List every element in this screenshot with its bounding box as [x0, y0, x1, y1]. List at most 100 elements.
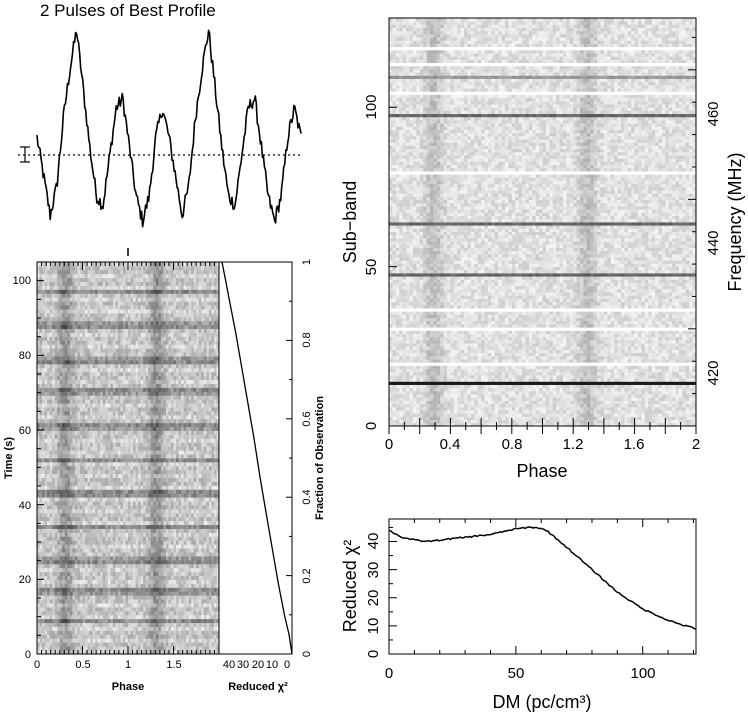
heat-cell — [47, 563, 51, 569]
heat-cell — [211, 599, 215, 604]
heat-cell — [115, 638, 119, 643]
heat-cell — [72, 603, 76, 608]
heat-cell — [138, 450, 142, 455]
heat-cell — [95, 465, 99, 471]
heat-cell — [140, 501, 144, 506]
heat-cell — [201, 489, 205, 494]
heat-cell — [135, 552, 139, 557]
heat-cell — [160, 438, 164, 443]
heat-cell — [85, 626, 88, 631]
heat-cell — [39, 528, 43, 533]
heat-cell — [110, 505, 114, 510]
heat-cell — [120, 387, 124, 392]
heat-cell — [173, 532, 177, 537]
heat-cell — [201, 563, 205, 569]
heat-cell — [87, 383, 91, 388]
heat-cell — [150, 559, 154, 565]
heat-cell — [198, 528, 202, 533]
heat-cell — [165, 622, 169, 627]
heat-cell — [97, 493, 101, 498]
heat-cell — [140, 583, 144, 588]
heat-cell — [216, 579, 220, 584]
heat-cell — [186, 614, 190, 620]
heat-cell — [64, 575, 68, 580]
heat-cell — [133, 501, 136, 506]
heat-cell — [163, 536, 167, 541]
heat-cell — [181, 512, 185, 518]
heat-cell — [191, 622, 195, 627]
heat-cell — [183, 532, 187, 537]
heat-cell — [47, 556, 51, 561]
heat-cell — [59, 501, 63, 506]
heat-cell — [47, 418, 51, 424]
heat-cell — [208, 556, 212, 561]
heat-cell — [82, 575, 86, 580]
heat-cell — [140, 559, 144, 565]
heat-cell — [59, 395, 63, 400]
heat-cell — [105, 603, 109, 608]
heat-cell — [211, 583, 215, 588]
heat-cell — [211, 430, 215, 435]
heat-cell — [97, 634, 101, 639]
heat-cell — [77, 422, 81, 428]
heat-cell — [82, 532, 86, 537]
heat-cell — [90, 458, 94, 463]
heat-cell — [122, 650, 126, 655]
heat-cell — [57, 465, 61, 471]
heat-cell — [120, 508, 124, 514]
heat-cell — [128, 567, 131, 573]
heat-cell — [37, 485, 40, 490]
heat-cell — [57, 442, 61, 447]
heat-cell — [213, 599, 217, 604]
heat-cell — [181, 548, 185, 553]
heat-cell — [183, 563, 187, 569]
heat-cell — [90, 552, 94, 557]
heat-cell — [176, 512, 179, 518]
heat-cell — [64, 516, 68, 522]
heat-cell — [85, 454, 88, 459]
heat-cell — [181, 446, 185, 451]
heat-cell — [102, 614, 106, 620]
heat-cell — [110, 426, 114, 431]
heat-cell — [213, 583, 217, 588]
heat-cell — [79, 446, 83, 451]
heat-cell — [155, 493, 159, 498]
heat-cell — [97, 556, 101, 561]
heat-cell — [183, 497, 187, 502]
heat-cell — [170, 630, 174, 635]
heat-cell — [64, 646, 68, 651]
heat-cell — [213, 516, 217, 522]
heat-cell — [122, 481, 126, 486]
heat-cell — [47, 559, 51, 565]
heat-cell — [176, 485, 179, 490]
heat-cell — [191, 403, 195, 408]
heat-cell — [47, 485, 51, 490]
heat-cell — [77, 544, 81, 549]
heat-cell — [77, 497, 81, 502]
heat-cell — [120, 426, 124, 431]
heat-cell — [67, 610, 71, 616]
heat-cell — [54, 622, 58, 627]
heat-cell — [206, 426, 210, 431]
heat-cell — [143, 575, 147, 580]
heat-cell — [198, 458, 202, 463]
heat-cell — [145, 508, 149, 514]
heat-cell — [168, 630, 172, 635]
heat-cell — [42, 599, 45, 604]
heat-cell — [72, 544, 76, 549]
heat-cell — [186, 473, 190, 478]
heat-cell — [203, 399, 207, 404]
heat-cell — [47, 524, 51, 529]
heat-cell — [47, 634, 51, 639]
heat-cell — [198, 646, 202, 651]
heat-cell — [203, 610, 207, 616]
heat-cell — [168, 438, 172, 443]
heat-cell — [128, 438, 131, 443]
heat-cell — [82, 650, 86, 655]
heat-cell — [79, 489, 83, 494]
heat-cell — [77, 379, 81, 384]
heat-cell — [128, 426, 131, 431]
heat-cell — [69, 446, 73, 451]
heat-cell — [54, 501, 58, 506]
heat-cell — [145, 414, 149, 420]
